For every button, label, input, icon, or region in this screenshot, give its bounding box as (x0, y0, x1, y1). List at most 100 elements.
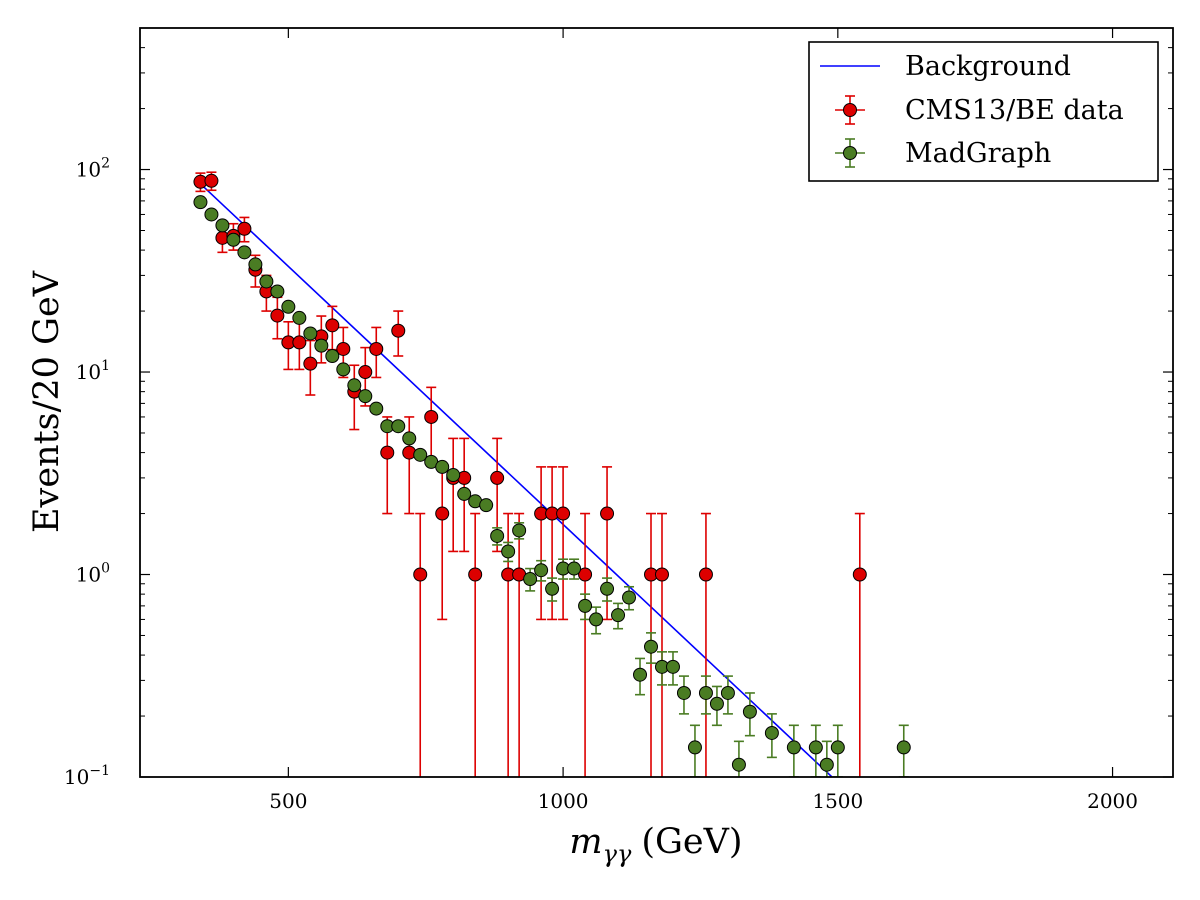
madgraph-point (336, 362, 351, 377)
madgraph-point (534, 563, 549, 578)
y-tick-label: 10−1 (64, 763, 110, 789)
madgraph-point (413, 447, 428, 462)
madgraph-point (611, 608, 626, 623)
madgraph-point (314, 338, 329, 353)
madgraph-point (896, 740, 911, 755)
madgraph-point (325, 348, 340, 363)
data-point (358, 365, 373, 380)
madgraph-point (248, 257, 263, 272)
data-point (336, 341, 351, 356)
madgraph-point (347, 378, 362, 393)
y-tick-label: 102 (76, 156, 110, 182)
data-point (380, 445, 395, 460)
madgraph-point (358, 389, 373, 404)
madgraph-point (193, 195, 208, 210)
plot-data (193, 171, 911, 777)
data-point (698, 567, 713, 582)
madgraph-point (369, 401, 384, 416)
data-point (852, 567, 867, 582)
x-tick-label: 2000 (1087, 789, 1138, 813)
madgraph-point (545, 581, 560, 596)
background-fit-line (199, 183, 834, 777)
madgraph-point (742, 704, 757, 719)
madgraph-point (402, 431, 417, 446)
x-tick-label: 1000 (538, 789, 589, 813)
madgraph-point (698, 685, 713, 700)
data-point (490, 470, 505, 485)
data-point (325, 318, 340, 333)
madgraph-point (709, 696, 724, 711)
legend-data-label: CMS13/BE data (905, 95, 1124, 126)
madgraph-point (391, 419, 406, 434)
madgraph-point (786, 740, 801, 755)
madgraph-point (501, 544, 516, 559)
y-tick-label: 100 (76, 561, 110, 587)
legend-entry-background: Background (820, 51, 1071, 82)
data-point (556, 506, 571, 521)
madgraph-point (237, 245, 252, 260)
legend-madgraph-marker (843, 146, 857, 160)
madgraph-point (457, 486, 472, 501)
madgraph-point (259, 274, 274, 289)
madgraph-point (435, 459, 450, 474)
data-point (600, 506, 615, 521)
legend-data-marker (843, 103, 857, 117)
data-point (391, 323, 406, 338)
madgraph-point (808, 740, 823, 755)
madgraph-point (644, 639, 659, 654)
madgraph-point (720, 685, 735, 700)
data-point (303, 356, 318, 371)
madgraph-point (600, 581, 615, 596)
legend-madgraph-label: MadGraph (905, 138, 1051, 169)
data-point (237, 221, 252, 236)
data-point (435, 506, 450, 521)
madgraph-point (676, 685, 691, 700)
data-point (270, 308, 285, 323)
y-axis-label: Events/20 GeV (27, 270, 67, 533)
data-point (413, 567, 428, 582)
madgraph-point (270, 284, 285, 299)
madgraph-point (622, 590, 637, 605)
madgraph-point (764, 725, 779, 740)
x-tick-label: 500 (269, 789, 307, 813)
data-point (424, 409, 439, 424)
y-tick-label: 101 (76, 358, 110, 384)
madgraph-point (567, 561, 582, 576)
legend-entry-data: CMS13/BE data (835, 95, 1124, 126)
madgraph-point (687, 740, 702, 755)
data-point (578, 567, 593, 582)
x-tick-label: 1500 (812, 789, 863, 813)
x-axis-label: mγγ (GeV) (569, 822, 742, 868)
madgraph-point (204, 207, 219, 222)
madgraph-point (819, 757, 834, 772)
data-point (292, 335, 307, 350)
madgraph-point (226, 232, 241, 247)
madgraph-point (479, 498, 494, 513)
legend: Background CMS13/BE data MadGraph (808, 41, 1159, 182)
madgraph-point (633, 667, 648, 682)
madgraph-point (578, 598, 593, 613)
madgraph-point (523, 572, 538, 587)
madgraph-point (215, 218, 230, 233)
madgraph-point (303, 326, 318, 341)
x-tick-labels: 500 1000 1500 2000 (269, 789, 1138, 813)
y-tick-labels: 10−1 100 101 102 (64, 156, 110, 789)
madgraph-point (446, 468, 461, 483)
data-point (204, 173, 219, 188)
data-point (369, 341, 384, 356)
madgraph-point (292, 310, 307, 325)
data-point (468, 567, 483, 582)
madgraph-point (665, 659, 680, 674)
madgraph-point (830, 740, 845, 755)
plot-frame (139, 27, 1174, 778)
legend-box (808, 41, 1159, 182)
legend-background-label: Background (905, 51, 1071, 82)
madgraph-point (490, 528, 505, 543)
madgraph-point (731, 757, 746, 772)
data-point (654, 567, 669, 582)
madgraph-point (512, 523, 527, 538)
madgraph-point (281, 299, 296, 314)
madgraph-point (589, 612, 604, 627)
legend-entry-madgraph: MadGraph (835, 138, 1051, 169)
